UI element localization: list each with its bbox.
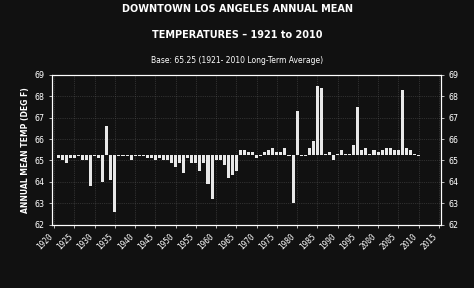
Bar (336, 154, 339, 155)
Bar (352, 145, 356, 155)
Bar (126, 155, 128, 156)
Bar (239, 150, 242, 155)
Bar (65, 155, 68, 163)
Bar (251, 152, 254, 155)
Bar (401, 90, 404, 155)
Bar (93, 155, 96, 156)
Bar (328, 152, 331, 155)
Bar (368, 154, 372, 155)
Bar (134, 155, 137, 156)
Bar (389, 148, 392, 155)
Bar (275, 152, 278, 155)
Bar (150, 155, 153, 158)
Bar (210, 155, 214, 199)
Bar (360, 150, 364, 155)
Bar (381, 150, 383, 155)
Bar (263, 152, 266, 155)
Bar (365, 148, 367, 155)
Bar (142, 155, 145, 156)
Bar (215, 155, 218, 160)
Bar (166, 155, 169, 160)
Text: Base: 65.25 (1921- 2010 Long-Term Average): Base: 65.25 (1921- 2010 Long-Term Averag… (151, 56, 323, 65)
Bar (324, 154, 327, 155)
Bar (202, 155, 206, 163)
Bar (101, 155, 104, 182)
Bar (243, 150, 246, 155)
Bar (287, 155, 291, 156)
Bar (393, 150, 396, 155)
Bar (247, 152, 250, 155)
Bar (356, 107, 359, 155)
Bar (154, 155, 157, 160)
Bar (409, 150, 412, 155)
Text: TEMPERATURES – 1921 to 2010: TEMPERATURES – 1921 to 2010 (152, 30, 322, 40)
Bar (231, 155, 234, 175)
Bar (129, 155, 133, 160)
Bar (304, 155, 307, 156)
Bar (158, 155, 161, 158)
Bar (109, 155, 112, 180)
Bar (199, 155, 201, 171)
Bar (417, 155, 420, 156)
Bar (190, 155, 193, 163)
Bar (219, 155, 222, 160)
Text: DOWNTOWN LOS ANGELES ANNUAL MEAN: DOWNTOWN LOS ANGELES ANNUAL MEAN (121, 4, 353, 14)
Bar (97, 155, 100, 158)
Bar (292, 155, 294, 203)
Bar (146, 155, 149, 158)
Bar (348, 154, 351, 155)
Bar (340, 150, 343, 155)
Bar (296, 111, 299, 155)
Bar (405, 148, 408, 155)
Bar (170, 155, 173, 163)
Bar (332, 155, 335, 160)
Bar (61, 155, 64, 160)
Bar (267, 150, 270, 155)
Bar (186, 155, 189, 158)
Bar (413, 154, 416, 155)
Bar (271, 148, 274, 155)
Bar (344, 154, 347, 155)
Bar (320, 88, 323, 155)
Bar (384, 148, 388, 155)
Bar (77, 155, 80, 156)
Bar (182, 155, 185, 173)
Bar (308, 148, 311, 155)
Bar (223, 155, 226, 165)
Bar (178, 155, 181, 163)
Bar (279, 152, 283, 155)
Bar (73, 155, 76, 158)
Bar (105, 126, 109, 155)
Bar (373, 150, 375, 155)
Bar (316, 86, 319, 155)
Bar (69, 155, 72, 158)
Bar (227, 155, 230, 178)
Bar (207, 155, 210, 184)
Bar (137, 155, 141, 156)
Bar (174, 155, 177, 167)
Bar (85, 155, 88, 160)
Bar (121, 155, 125, 156)
Bar (162, 155, 165, 160)
Bar (194, 155, 197, 163)
Bar (397, 150, 400, 155)
Bar (113, 155, 117, 212)
Bar (118, 155, 120, 156)
Bar (57, 155, 60, 158)
Y-axis label: ANNUAL MEAN TEMP (DEG F): ANNUAL MEAN TEMP (DEG F) (21, 87, 30, 213)
Bar (283, 148, 286, 155)
Bar (235, 155, 238, 171)
Bar (312, 141, 315, 155)
Bar (81, 155, 84, 160)
Bar (259, 155, 262, 156)
Bar (376, 152, 380, 155)
Bar (300, 155, 303, 156)
Bar (255, 155, 258, 158)
Bar (89, 155, 92, 186)
